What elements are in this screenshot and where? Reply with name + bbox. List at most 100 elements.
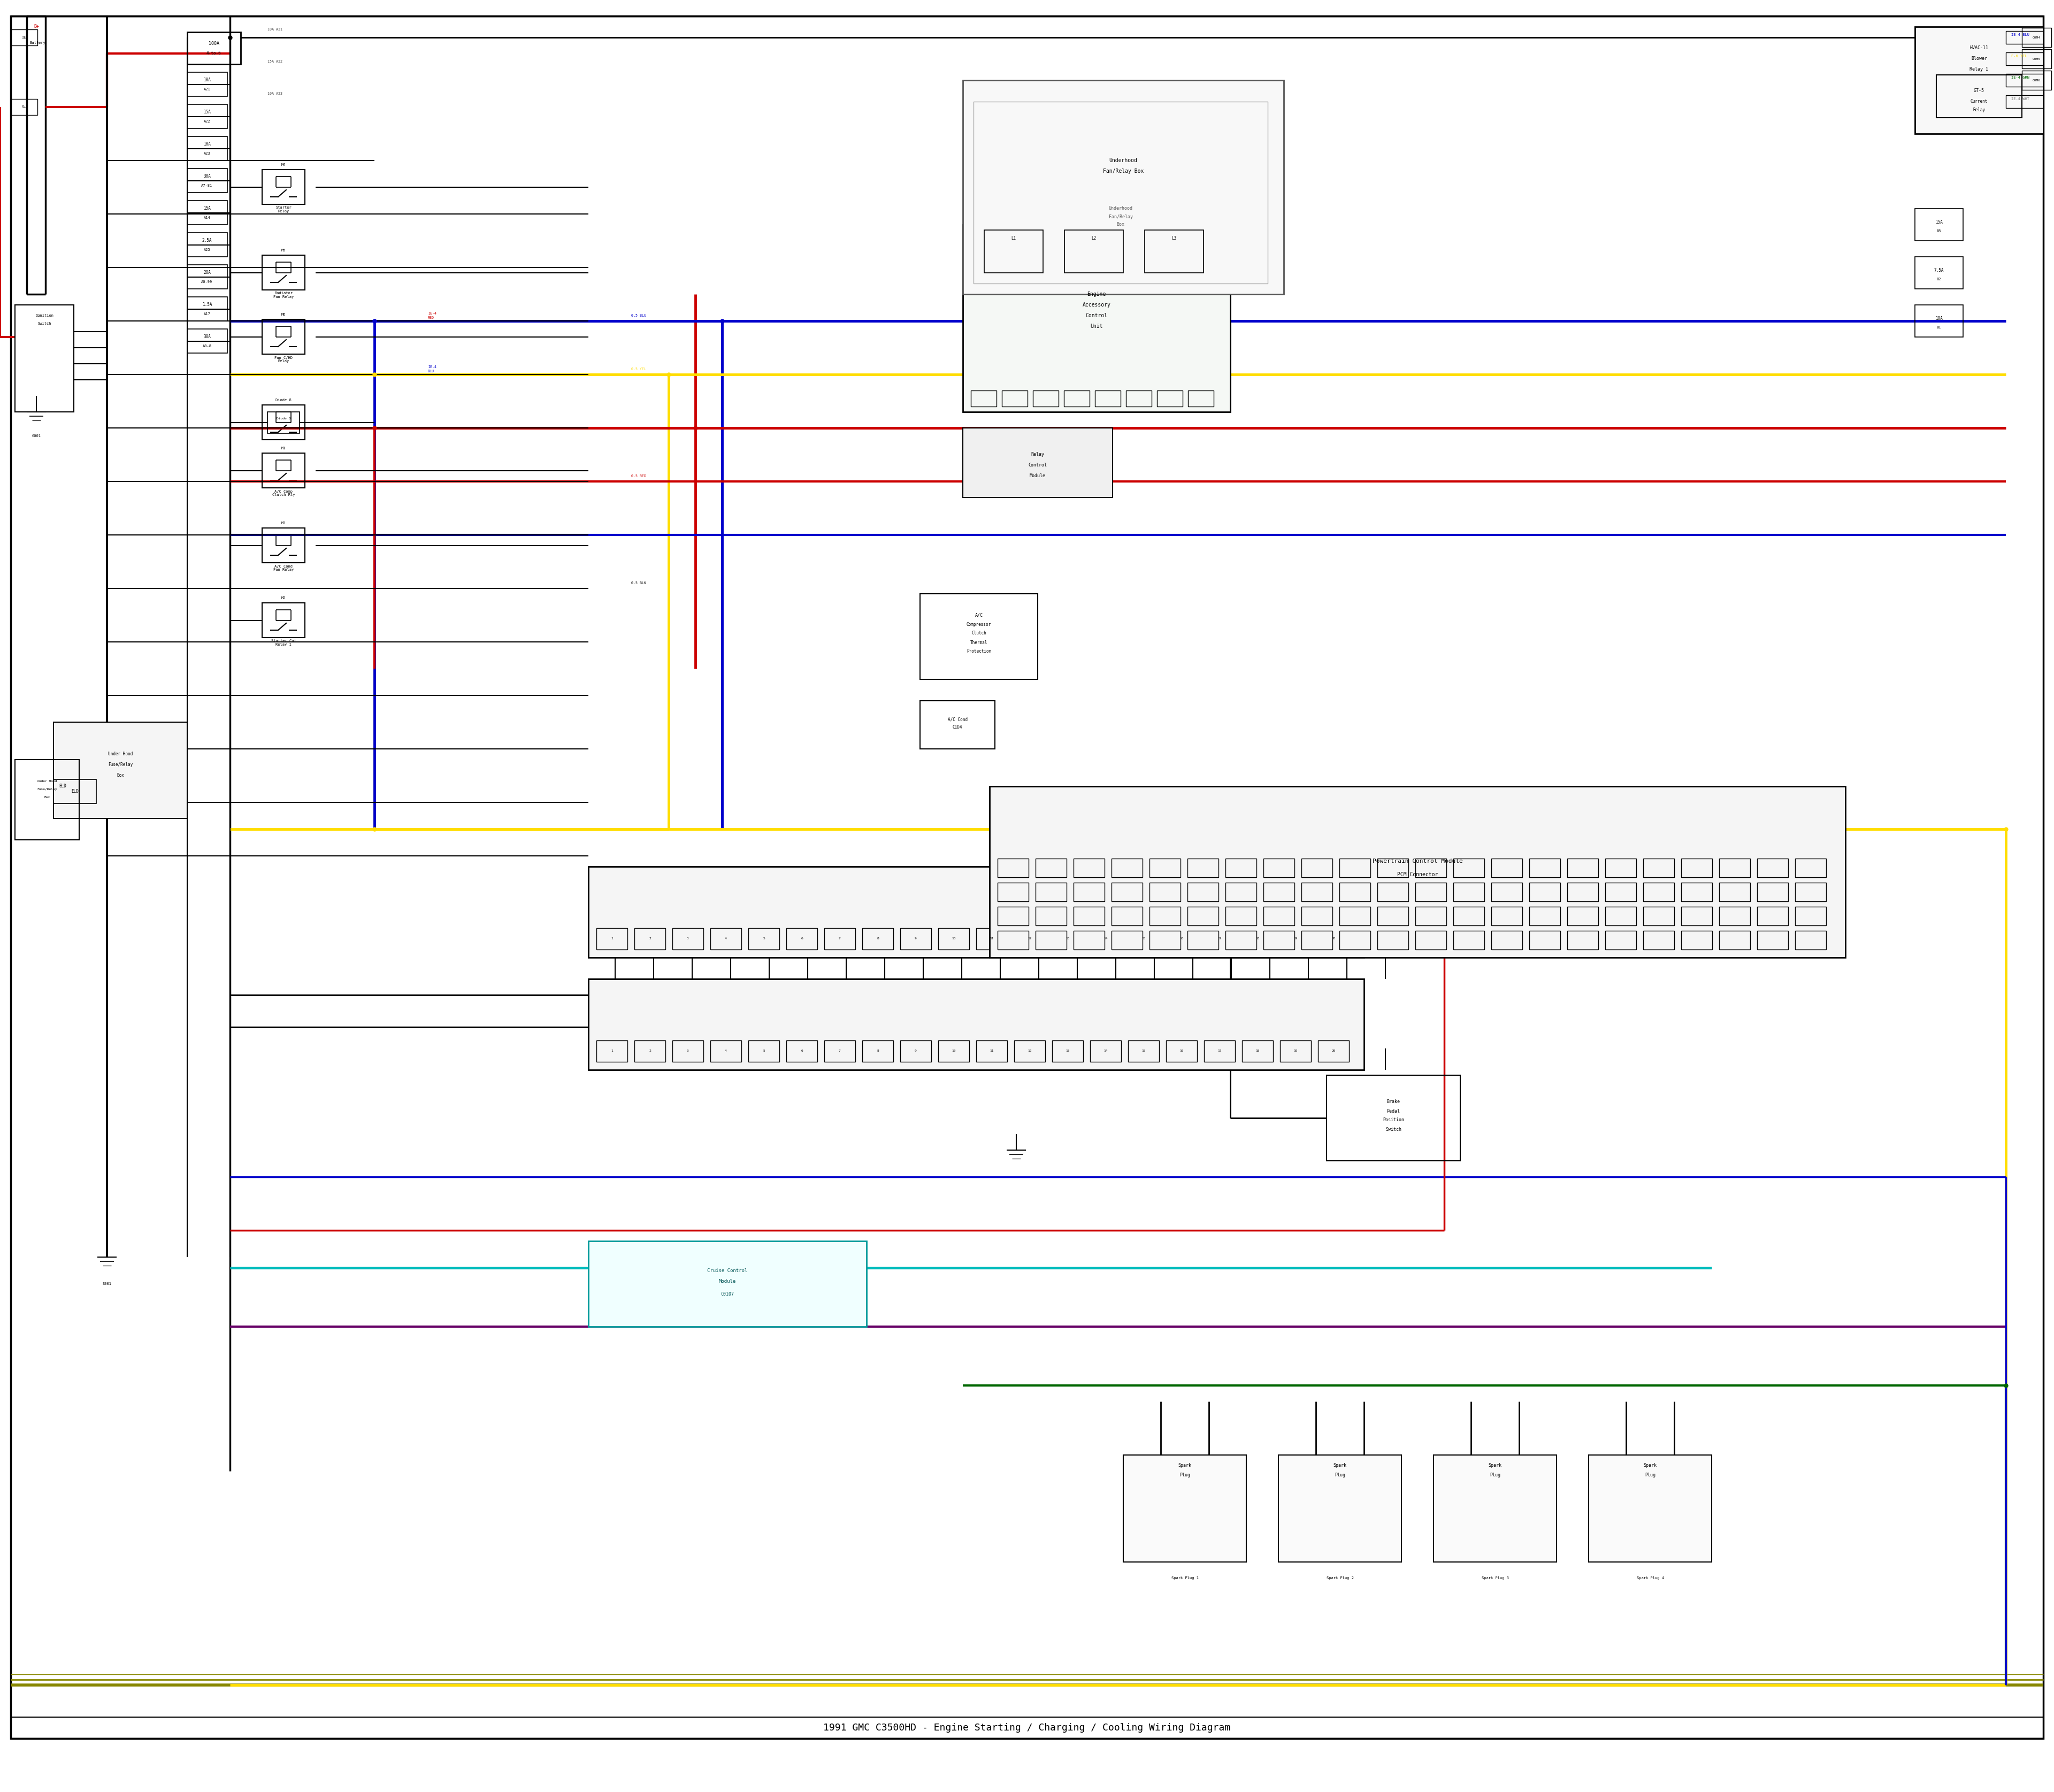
Bar — [635, 1041, 665, 1063]
Bar — [1491, 907, 1522, 925]
Bar — [1302, 883, 1333, 901]
Bar — [187, 201, 228, 224]
Bar — [267, 412, 300, 434]
Bar — [10, 99, 37, 115]
Text: 14: 14 — [1103, 937, 1107, 941]
Bar — [1415, 883, 1446, 901]
Bar — [1280, 1041, 1310, 1063]
Bar — [1074, 883, 1105, 901]
Bar — [187, 32, 240, 65]
Bar — [1454, 883, 1485, 901]
Text: 20A: 20A — [203, 271, 212, 276]
Bar — [1530, 930, 1561, 950]
Text: Underhood: Underhood — [1109, 206, 1132, 211]
Bar — [1035, 858, 1066, 878]
Bar — [1035, 883, 1066, 901]
Bar — [1530, 907, 1561, 925]
Text: 18: 18 — [1255, 937, 1259, 941]
Text: Control: Control — [1029, 462, 1048, 468]
Text: Box: Box — [1117, 222, 1126, 228]
Bar — [187, 168, 228, 192]
Text: S001: S001 — [103, 1283, 111, 1285]
Bar — [1187, 907, 1218, 925]
Bar — [1454, 858, 1485, 878]
Text: B2: B2 — [1937, 278, 1941, 281]
Text: Plug: Plug — [1489, 1473, 1499, 1478]
Text: Relay 1: Relay 1 — [1970, 66, 1988, 72]
Bar — [824, 1041, 854, 1063]
Bar — [263, 453, 304, 487]
Text: Relay: Relay — [1974, 108, 1986, 113]
Text: L2: L2 — [1091, 235, 1097, 240]
Bar — [972, 391, 996, 407]
Text: 1991 GMC C3500HD - Engine Starting / Charging / Cooling Wiring Diagram: 1991 GMC C3500HD - Engine Starting / Cha… — [824, 1722, 1230, 1733]
Text: 15: 15 — [1142, 1050, 1146, 1052]
Bar — [2021, 29, 2052, 47]
Text: A23: A23 — [203, 152, 210, 156]
Bar — [1756, 883, 1789, 901]
Bar — [1567, 907, 1598, 925]
Text: 15A A22: 15A A22 — [267, 59, 283, 63]
Bar — [1606, 858, 1637, 878]
Bar — [1187, 391, 1214, 407]
Text: 13: 13 — [1066, 1050, 1070, 1052]
Text: Battery: Battery — [29, 41, 45, 45]
Bar — [976, 1041, 1006, 1063]
Text: Fuse/Relay: Fuse/Relay — [37, 788, 58, 790]
Text: A25: A25 — [203, 249, 210, 251]
Bar — [1567, 883, 1598, 901]
Text: 17: 17 — [1218, 937, 1222, 941]
Bar — [1263, 930, 1294, 950]
Bar — [1064, 229, 1124, 272]
Text: Unit: Unit — [1091, 324, 1103, 330]
Text: Blower: Blower — [1972, 56, 1986, 61]
Bar — [1052, 1041, 1082, 1063]
Bar — [187, 233, 228, 256]
Text: A/C Comp
Clutch Rly: A/C Comp Clutch Rly — [271, 489, 296, 496]
Text: ELD: ELD — [72, 788, 78, 794]
Bar — [984, 229, 1043, 272]
Bar — [863, 928, 893, 950]
Bar — [1128, 928, 1158, 950]
Bar — [998, 907, 1029, 925]
Text: M6: M6 — [281, 314, 286, 315]
Text: 10A: 10A — [203, 77, 212, 82]
Bar — [1756, 858, 1789, 878]
Text: 10A A23: 10A A23 — [267, 91, 283, 95]
Text: 13: 13 — [1066, 937, 1070, 941]
Text: M5: M5 — [281, 249, 286, 253]
Text: B+: B+ — [33, 25, 39, 29]
Bar — [1795, 883, 1826, 901]
Text: 15A: 15A — [203, 206, 212, 211]
Bar — [1302, 858, 1333, 878]
Text: ELD: ELD — [60, 783, 66, 788]
Bar — [998, 930, 1029, 950]
Text: Starter Cut
Relay 1: Starter Cut Relay 1 — [271, 640, 296, 647]
Text: 19: 19 — [1294, 1050, 1298, 1052]
Text: M2: M2 — [281, 597, 286, 600]
Text: 10A A21: 10A A21 — [267, 29, 283, 30]
Bar — [1378, 907, 1409, 925]
Bar — [53, 780, 97, 803]
Bar — [1795, 907, 1826, 925]
Text: 19: 19 — [1294, 937, 1298, 941]
Text: Accessory: Accessory — [1082, 303, 1111, 308]
Bar — [1150, 930, 1181, 950]
Text: 15A: 15A — [1935, 220, 1943, 224]
Text: Under Hood: Under Hood — [37, 780, 58, 783]
Bar — [1914, 256, 1964, 289]
Text: C0M5: C0M5 — [2031, 57, 2040, 61]
Bar — [1339, 930, 1370, 950]
Bar — [1033, 391, 1058, 407]
Bar — [672, 1041, 702, 1063]
Text: IE: IE — [23, 36, 27, 39]
Bar — [1002, 391, 1027, 407]
Text: Powertrain Control Module: Powertrain Control Module — [1372, 858, 1462, 864]
Text: Clutch: Clutch — [972, 631, 986, 636]
Bar — [920, 701, 994, 749]
Text: Fan C/HD
Relay: Fan C/HD Relay — [275, 357, 292, 364]
Bar — [1680, 930, 1713, 950]
Bar — [1914, 305, 1964, 337]
Bar — [1937, 75, 2021, 118]
Bar — [1378, 883, 1409, 901]
